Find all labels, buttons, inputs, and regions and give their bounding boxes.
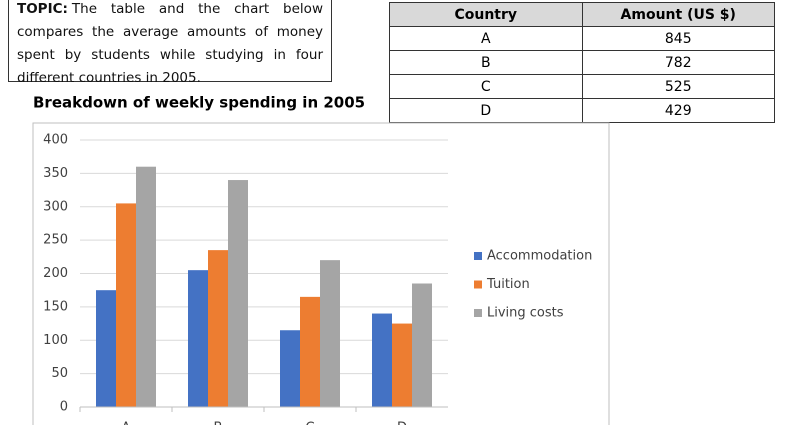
table-cell: D	[389, 98, 583, 123]
y-tick-label: 0	[60, 400, 68, 415]
legend-swatch	[474, 252, 482, 260]
data-table: Country Amount (US $) A 845 B 782 C 525 D 429	[389, 2, 775, 123]
y-tick-label: 100	[43, 333, 68, 348]
bar	[188, 270, 208, 407]
x-tick-label: C	[305, 421, 314, 425]
y-tick-label: 150	[43, 299, 68, 314]
chart-title: Breakdown of weekly spending in 2005	[33, 94, 365, 112]
table-header: Amount (US $)	[581, 2, 775, 27]
table-cell: 782	[581, 50, 775, 75]
bar	[320, 260, 340, 407]
table-cell: 429	[581, 98, 775, 123]
bar	[228, 180, 248, 407]
y-tick-label: 250	[43, 233, 68, 248]
legend-label: Tuition	[486, 277, 530, 292]
topic-text: The table and the chart below compares t…	[17, 1, 323, 86]
bar	[136, 166, 156, 407]
table-cell: A	[389, 26, 583, 51]
bar	[412, 283, 432, 407]
x-tick-label: D	[397, 421, 407, 425]
x-tick-label: B	[214, 421, 223, 425]
y-tick-label: 400	[43, 133, 68, 148]
bar	[372, 313, 392, 407]
legend-label: Living costs	[487, 306, 564, 321]
y-tick-label: 350	[43, 166, 68, 181]
legend-label: Accommodation	[487, 249, 592, 264]
table-cell: 845	[581, 26, 775, 51]
legend-swatch	[474, 280, 482, 289]
y-tick-label: 50	[51, 366, 68, 381]
bar	[280, 330, 300, 407]
topic-label: TOPIC:	[17, 1, 68, 17]
topic-box: TOPIC: The table and the chart below comp…	[8, 0, 332, 86]
chart-frame	[32, 122, 610, 425]
legend-swatch	[474, 309, 482, 317]
bar	[392, 323, 412, 407]
y-tick-label: 300	[43, 199, 68, 214]
bar	[208, 250, 228, 407]
bar	[116, 203, 136, 407]
bar	[300, 296, 320, 407]
x-tick-label: A	[122, 421, 131, 425]
table-header: Country	[389, 2, 583, 27]
y-tick-label: 200	[43, 266, 68, 281]
bar	[96, 290, 116, 407]
